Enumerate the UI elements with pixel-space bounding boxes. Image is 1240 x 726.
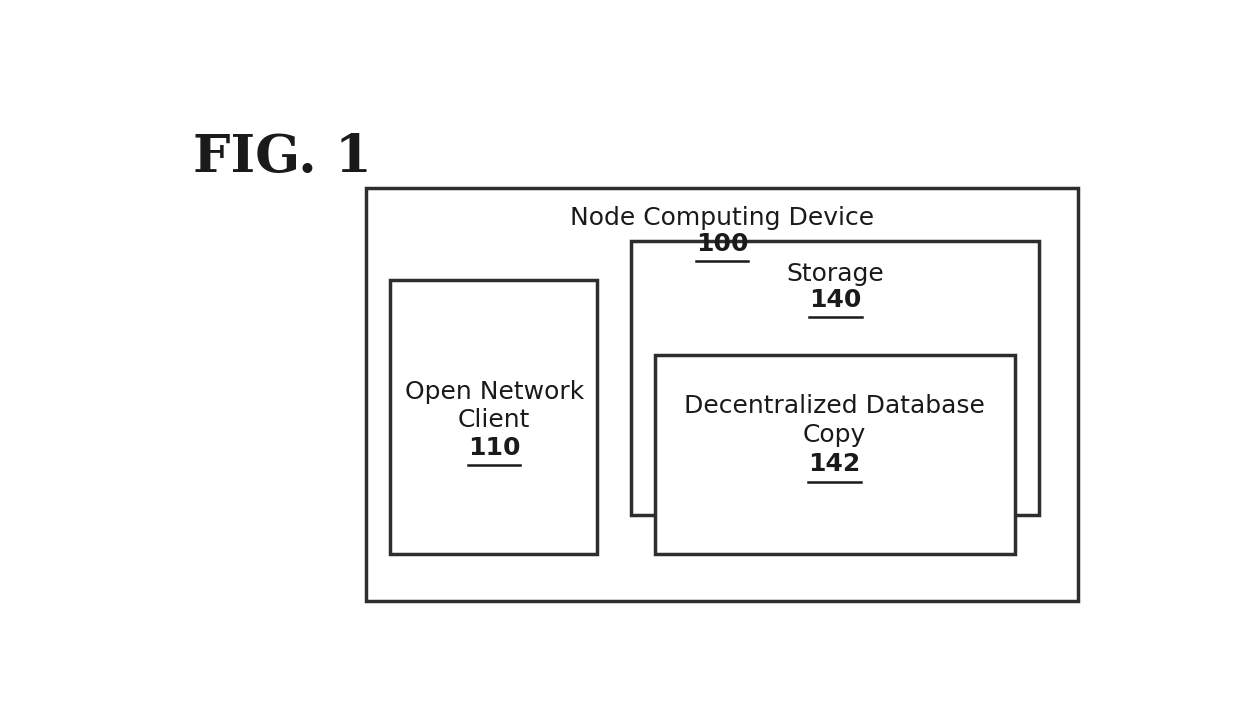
FancyBboxPatch shape xyxy=(631,241,1039,515)
Text: Decentralized Database: Decentralized Database xyxy=(684,393,985,417)
Text: 100: 100 xyxy=(696,232,748,256)
Text: Copy: Copy xyxy=(802,423,866,446)
FancyBboxPatch shape xyxy=(367,188,1078,601)
Text: Node Computing Device: Node Computing Device xyxy=(570,206,874,230)
Text: Open Network: Open Network xyxy=(404,380,584,404)
FancyBboxPatch shape xyxy=(391,280,596,554)
Text: 110: 110 xyxy=(467,436,521,460)
Text: Client: Client xyxy=(458,408,531,432)
Text: FIG. 1: FIG. 1 xyxy=(193,132,372,183)
Text: 142: 142 xyxy=(808,452,861,476)
Text: 140: 140 xyxy=(810,287,862,311)
FancyBboxPatch shape xyxy=(655,356,1016,554)
Text: Storage: Storage xyxy=(786,262,884,286)
